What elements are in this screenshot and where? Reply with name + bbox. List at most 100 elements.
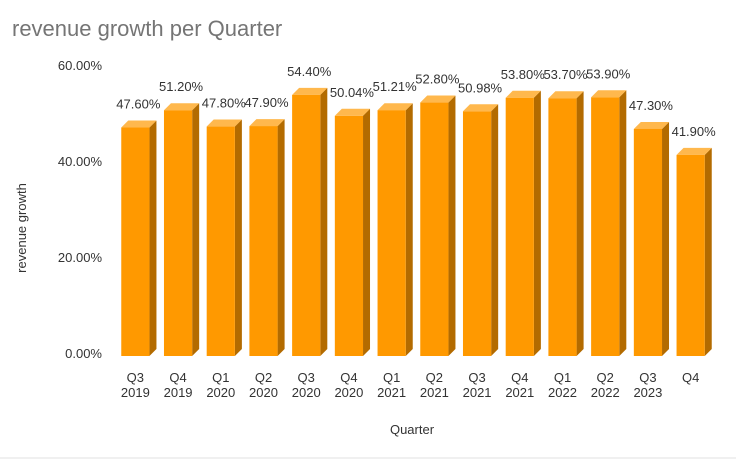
bar: [163, 103, 200, 357]
data-label: 54.40%: [287, 64, 332, 79]
bar-front: [676, 154, 705, 356]
x-tick-year: 2019: [121, 385, 150, 400]
x-tick-year: 2020: [292, 385, 321, 400]
x-tick-quarter: Q3: [298, 370, 315, 385]
bar: [505, 90, 541, 356]
bar-top: [548, 91, 584, 99]
x-tick-quarter: Q4: [682, 370, 699, 385]
bar-top: [121, 120, 157, 128]
bar-side: [491, 104, 499, 357]
bar-side: [277, 119, 285, 356]
y-axis: 0.00% 20.00% 40.00% 60.00%: [58, 58, 103, 361]
x-tick-quarter: Q1: [554, 370, 571, 385]
bar: [121, 120, 157, 357]
x-tick-quarter: Q4: [511, 370, 528, 385]
bar-top: [206, 119, 242, 127]
data-label: 51.21%: [373, 79, 418, 94]
x-tick-quarter: Q2: [426, 370, 443, 385]
bar-front: [121, 127, 150, 357]
bar-front: [163, 110, 193, 357]
bar-side: [192, 103, 200, 357]
x-tick-year: 2020: [334, 385, 363, 400]
x-tick-quarter: Q3: [639, 370, 656, 385]
bar-top: [633, 121, 670, 129]
data-label: 53.80%: [501, 67, 546, 82]
x-tick-year: 2020: [206, 385, 235, 400]
bar-front: [377, 110, 406, 356]
bar: [633, 121, 670, 357]
data-label: 47.30%: [629, 98, 674, 113]
x-tick-year: 2021: [420, 385, 449, 400]
bar-top: [591, 90, 627, 98]
bar-front: [292, 94, 321, 356]
x-tick-quarter: Q4: [169, 370, 186, 385]
x-axis: Q32019Q42019Q12020Q22020Q32020Q42020Q120…: [121, 370, 699, 400]
x-tick-year: 2022: [548, 385, 577, 400]
data-label: 47.90%: [244, 95, 289, 110]
x-tick-year: 2023: [633, 385, 662, 400]
bar-front: [591, 97, 620, 356]
y-tick-label: 20.00%: [58, 250, 103, 265]
bar-front: [206, 126, 235, 356]
bar-top: [462, 104, 499, 112]
x-tick-quarter: Q4: [340, 370, 357, 385]
bar: [206, 119, 242, 356]
bar-front: [249, 126, 278, 356]
bar-top: [377, 103, 413, 111]
bar: [548, 91, 584, 357]
bar-top: [249, 119, 285, 127]
bar-side: [619, 90, 627, 356]
bar-front: [633, 128, 663, 356]
bar-side: [662, 121, 670, 357]
x-tick-year: 2021: [505, 385, 534, 400]
chart-title: revenue growth per Quarter: [12, 16, 283, 41]
x-tick-quarter: Q3: [468, 370, 485, 385]
bar-top: [676, 147, 712, 155]
data-label: 41.90%: [672, 124, 717, 139]
x-tick-year: 2021: [377, 385, 406, 400]
bar-top: [505, 90, 541, 98]
data-label: 47.80%: [202, 96, 247, 111]
bar-front: [420, 102, 449, 356]
y-tick-label: 0.00%: [65, 346, 102, 361]
x-tick-quarter: Q1: [212, 370, 229, 385]
data-label: 47.60%: [116, 97, 161, 112]
bar: [249, 119, 285, 356]
bar: [676, 147, 712, 356]
bar-side: [149, 120, 157, 357]
bar-top: [292, 87, 328, 95]
bar-side: [234, 119, 242, 356]
bar-side: [363, 108, 371, 356]
x-tick-quarter: Q2: [597, 370, 614, 385]
bar-side: [533, 90, 541, 356]
bar: [292, 87, 328, 356]
bar-side: [405, 103, 413, 356]
y-axis-title: revenue growth: [14, 183, 29, 273]
y-tick-label: 60.00%: [58, 58, 103, 73]
data-label: 53.90%: [586, 66, 631, 81]
bar-side: [320, 87, 328, 356]
bars: [121, 87, 712, 357]
data-label: 50.04%: [330, 85, 375, 100]
x-tick-year: 2022: [591, 385, 620, 400]
x-tick-quarter: Q1: [383, 370, 400, 385]
y-tick-label: 40.00%: [58, 154, 103, 169]
bar: [377, 103, 413, 356]
x-tick-quarter: Q2: [255, 370, 272, 385]
x-axis-title: Quarter: [390, 422, 435, 437]
bar-front: [334, 115, 364, 356]
x-tick-year: 2019: [164, 385, 193, 400]
x-tick-year: 2021: [463, 385, 492, 400]
x-tick-year: 2020: [249, 385, 278, 400]
bar-front: [462, 111, 492, 357]
data-labels: 47.60% 51.20% 47.80%47.90% 54.40% 50.04%51.2…: [116, 64, 716, 139]
bar-side: [704, 147, 712, 356]
data-label: 50.98%: [458, 80, 503, 95]
bar-top: [334, 108, 371, 116]
bar-side: [576, 91, 584, 357]
bar-front: [505, 97, 534, 356]
x-tick-quarter: Q3: [127, 370, 144, 385]
bar-top: [163, 103, 200, 111]
data-label: 53.70%: [543, 67, 588, 82]
